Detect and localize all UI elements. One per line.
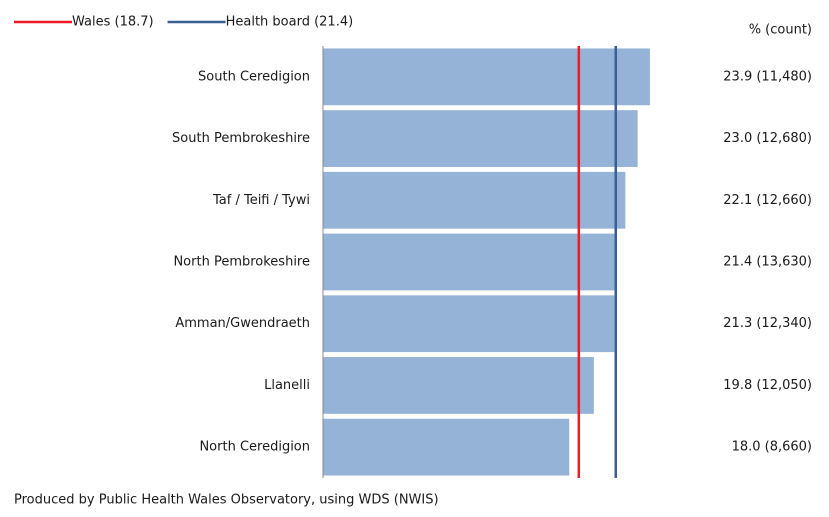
- category-label: North Pembrokeshire: [173, 255, 310, 270]
- category-label: Llanelli: [264, 378, 310, 393]
- bar: [323, 110, 638, 167]
- bar: [323, 357, 594, 414]
- value-label: 19.8 (12,050): [723, 378, 812, 393]
- legend-label: Wales (18.7): [72, 15, 154, 30]
- bar: [323, 171, 626, 229]
- value-label: 23.0 (12,680): [723, 131, 812, 146]
- bar: [323, 233, 616, 291]
- legend-label: Health board (21.4): [226, 15, 354, 30]
- category-label: South Pembrokeshire: [172, 131, 310, 146]
- category-label: Amman/Gwendraeth: [175, 316, 310, 331]
- value-label: 18.0 (8,660): [732, 440, 812, 455]
- value-label: 22.1 (12,660): [723, 193, 812, 208]
- bar: [323, 295, 615, 353]
- category-label: North Ceredigion: [199, 440, 310, 455]
- value-label: 23.9 (11,480): [723, 69, 812, 84]
- footnote: Produced by Public Health Wales Observat…: [14, 493, 439, 508]
- value-label: 21.4 (13,630): [723, 255, 812, 270]
- category-label: South Ceredigion: [198, 69, 310, 84]
- value-header: % (count): [749, 23, 812, 38]
- bar: [323, 48, 650, 106]
- category-label: Taf / Teifi / Tywi: [212, 193, 310, 208]
- value-label: 21.3 (12,340): [723, 316, 812, 331]
- bar: [323, 418, 570, 476]
